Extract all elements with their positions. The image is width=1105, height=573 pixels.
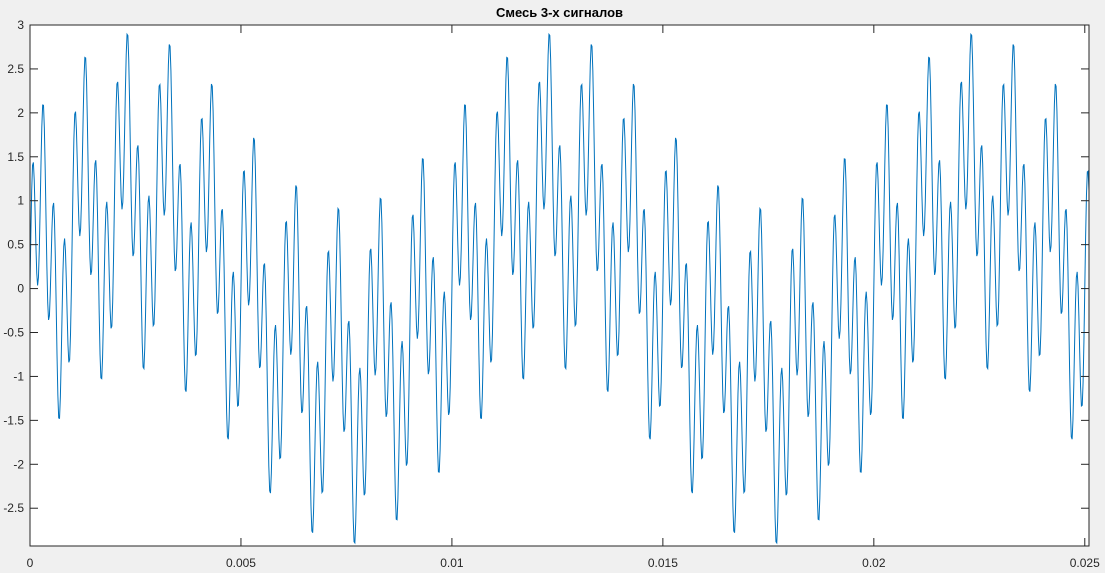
y-axis: -2.5 -2 -1.5 -1 -0.5 0 0.5 1 1.5 2 2.5 3 [3,18,1089,515]
y-tick-label: 0.5 [7,238,24,252]
y-tick-label: -1.5 [3,413,24,427]
axes-box [29,24,1090,547]
signal-line [30,32,1089,545]
y-tick-label: 0 [17,282,24,296]
x-tick-label: 0.02 [862,556,886,570]
y-tick-label: 1 [17,194,24,208]
x-tick-label: 0.015 [648,556,678,570]
y-tick-label: 2 [17,106,24,120]
y-tick-label: -2.5 [3,501,24,515]
y-tick-label: 2.5 [7,62,24,76]
y-tick-label: 1.5 [7,150,24,164]
x-tick-label: 0 [27,556,34,570]
y-tick-label: -1 [13,369,24,383]
axes-background [30,25,1089,546]
y-tick-label: 3 [17,18,24,32]
y-tick-label: -2 [13,457,24,471]
signal-series [30,32,1089,545]
x-tick-label: 0.005 [226,556,256,570]
x-axis: 0 0.005 0.01 0.015 0.02 0.025 [27,25,1100,570]
x-tick-label: 0.01 [440,556,464,570]
chart-title: Смесь 3-х сигналов [496,5,623,20]
y-tick-label: -0.5 [3,326,24,340]
x-tick-label: 0.025 [1070,556,1100,570]
